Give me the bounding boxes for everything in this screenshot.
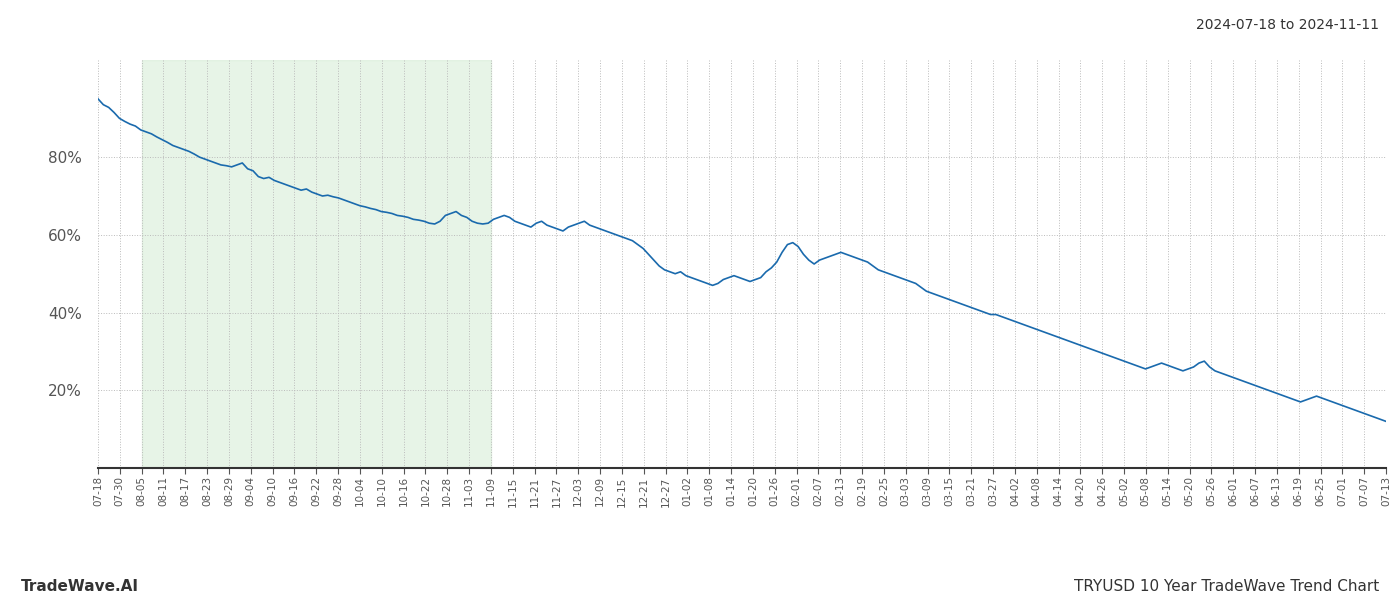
Bar: [141, 60, 491, 468]
Text: TradeWave.AI: TradeWave.AI: [21, 579, 139, 594]
Text: 2024-07-18 to 2024-11-11: 2024-07-18 to 2024-11-11: [1196, 18, 1379, 32]
Text: TRYUSD 10 Year TradeWave Trend Chart: TRYUSD 10 Year TradeWave Trend Chart: [1074, 579, 1379, 594]
